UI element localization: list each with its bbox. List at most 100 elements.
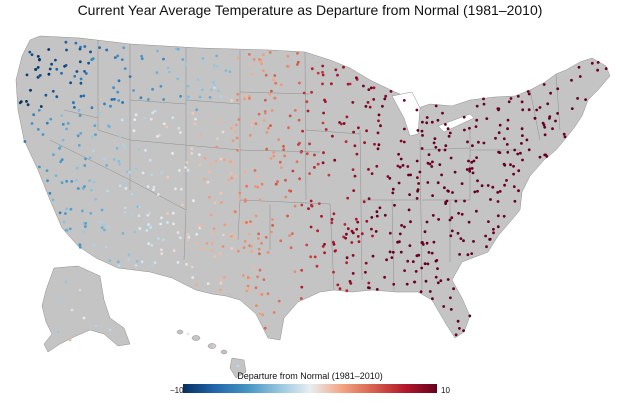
station-dot	[143, 116, 147, 120]
station-dot	[64, 64, 68, 67]
station-dot	[245, 184, 249, 188]
station-dot	[542, 83, 546, 86]
station-dot	[84, 222, 88, 225]
station-dot	[355, 152, 359, 156]
station-dot	[58, 298, 62, 302]
station-dot	[299, 150, 303, 154]
station-dot	[201, 247, 205, 251]
station-dot	[217, 89, 220, 93]
station-dot	[562, 132, 566, 136]
station-dot	[393, 203, 396, 207]
station-dot	[316, 162, 320, 166]
station-dot	[517, 169, 521, 173]
state-borders	[49, 40, 561, 291]
station-dot	[502, 137, 506, 141]
station-dot	[230, 126, 233, 130]
station-dot	[286, 54, 290, 58]
station-dot	[454, 199, 458, 203]
station-dot	[221, 130, 225, 134]
station-dot	[265, 147, 269, 151]
station-dot	[379, 124, 382, 128]
station-dot	[265, 131, 269, 134]
station-dot	[73, 74, 77, 78]
station-dot	[321, 64, 325, 68]
station-dot	[401, 164, 405, 167]
station-dot	[199, 225, 202, 228]
station-dot	[65, 228, 69, 232]
station-dot	[23, 140, 27, 143]
station-dot	[123, 146, 127, 149]
station-dot	[512, 164, 515, 168]
station-dot	[117, 79, 121, 83]
station-dot	[184, 166, 187, 169]
station-dot	[356, 220, 360, 224]
station-dot	[513, 199, 517, 203]
station-dot	[399, 250, 403, 254]
station-dot	[321, 161, 325, 165]
station-dot	[122, 180, 126, 184]
station-dot	[397, 181, 401, 185]
station-dot	[577, 65, 581, 69]
station-dot	[506, 127, 509, 131]
station-dot	[38, 58, 41, 61]
station-dot	[446, 278, 450, 281]
station-dot	[448, 218, 452, 222]
station-dot	[118, 184, 122, 188]
station-dot	[124, 187, 128, 190]
station-dot	[219, 281, 223, 285]
station-dot	[197, 153, 201, 157]
station-dot	[235, 136, 239, 140]
station-dot	[247, 232, 251, 236]
station-dot	[232, 236, 236, 239]
station-dot	[462, 239, 465, 243]
station-dot	[426, 262, 430, 266]
station-dot	[445, 199, 449, 203]
station-dot	[116, 54, 120, 58]
station-dot	[365, 129, 368, 133]
station-dot	[482, 141, 486, 145]
station-dot	[145, 226, 149, 230]
station-dot	[437, 148, 441, 152]
station-dot	[195, 232, 199, 236]
station-dot	[128, 170, 132, 174]
station-dot	[425, 241, 429, 245]
station-dot	[75, 166, 79, 170]
station-dot	[323, 251, 326, 255]
station-dot	[47, 72, 51, 76]
station-dot	[156, 49, 159, 53]
station-dot	[105, 191, 109, 195]
station-dot	[266, 292, 270, 296]
station-dot	[254, 122, 258, 126]
station-dot	[230, 176, 234, 180]
station-dot	[310, 90, 313, 94]
station-dot	[332, 212, 336, 216]
station-dot	[357, 126, 360, 130]
station-dot	[474, 125, 478, 128]
station-dot	[423, 262, 427, 266]
station-dot	[199, 133, 203, 137]
station-dot	[352, 189, 356, 193]
station-dot	[59, 160, 63, 164]
station-dot	[171, 211, 175, 215]
station-dot	[375, 164, 379, 168]
station-dot	[166, 212, 169, 216]
station-dot	[447, 134, 451, 138]
station-dot	[255, 304, 258, 307]
station-dot	[405, 282, 409, 286]
station-dot	[543, 153, 547, 157]
station-dot	[261, 69, 265, 73]
station-dot	[110, 98, 114, 101]
station-dot	[269, 124, 272, 127]
station-dot	[219, 288, 222, 292]
station-dot	[300, 285, 304, 289]
station-dot	[449, 296, 452, 300]
station-dot	[475, 118, 479, 122]
station-dot	[117, 264, 120, 267]
station-dot	[431, 194, 434, 198]
station-dot	[47, 48, 51, 51]
station-dot	[296, 51, 299, 55]
station-dot	[383, 213, 387, 217]
station-dot	[287, 126, 290, 130]
station-dot	[210, 242, 214, 246]
